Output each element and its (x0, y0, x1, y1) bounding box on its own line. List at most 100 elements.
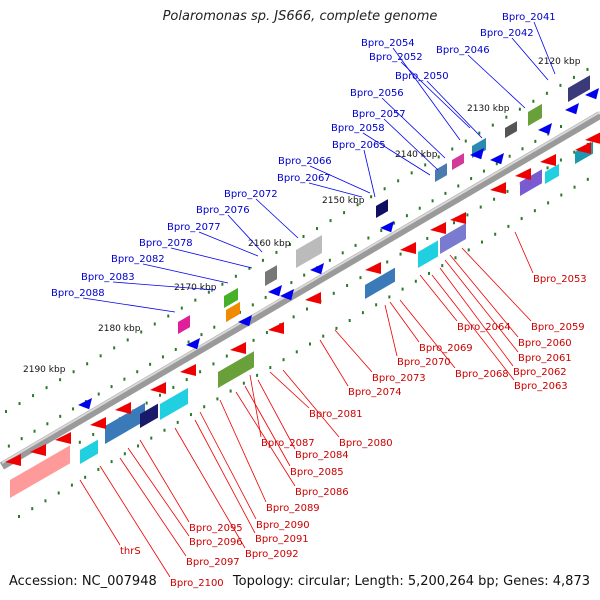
tick-mark (335, 326, 338, 330)
scale-label: 2130 kbp (467, 104, 510, 114)
tick-mark (559, 83, 562, 87)
reverse-gene-label: Bpro_2090 (256, 520, 310, 531)
reverse-gene-label: Bpro_2068 (455, 369, 509, 380)
reverse-leader-line (461, 247, 532, 322)
reverse-leader-line (119, 457, 187, 557)
forward-gene-arrow (470, 148, 484, 160)
forward-leader-line (227, 214, 263, 253)
tick-mark (174, 347, 177, 351)
tick-mark (167, 314, 170, 318)
scale-label: 2160 kbp (248, 239, 291, 249)
gene-block-reverse (10, 445, 70, 499)
tick-mark (99, 354, 102, 358)
tick-mark (332, 291, 335, 295)
tick-mark (59, 414, 62, 418)
tick-mark (494, 232, 497, 236)
tick-mark (431, 199, 434, 203)
reverse-gene-label: Bpro_2074 (348, 387, 402, 398)
forward-leader-line (511, 37, 549, 81)
forward-gene-arrow (268, 285, 282, 297)
tick-mark (586, 67, 589, 71)
tick-mark (424, 163, 427, 167)
reverse-gene-label: Bpro_2080 (339, 438, 393, 449)
reverse-gene-label: Bpro_2091 (255, 534, 309, 545)
tick-mark (451, 147, 454, 151)
forward-gene-label: Bpro_2078 (139, 238, 193, 249)
tick-mark (370, 195, 373, 199)
tick-mark (388, 295, 391, 299)
forward-gene-label: Bpro_2088 (51, 288, 105, 299)
tick-mark (573, 185, 576, 189)
tick-mark (534, 139, 537, 143)
tick-mark (586, 177, 589, 181)
tick-mark (207, 290, 210, 294)
tick-mark (251, 303, 254, 307)
reverse-gene-label: Bpro_2092 (245, 549, 299, 560)
reverse-leader-line (235, 391, 296, 487)
tick-mark (234, 274, 237, 278)
tick-mark (401, 287, 404, 291)
tick-mark (322, 334, 325, 338)
forward-gene-label: Bpro_2072 (224, 189, 278, 200)
forward-leader-line (392, 47, 461, 141)
reverse-gene-label: Bpro_2089 (266, 503, 320, 514)
tick-mark (180, 306, 183, 310)
reverse-leader-line (444, 259, 519, 353)
gene-block-reverse (218, 351, 254, 388)
reverse-gene-arrow (450, 212, 466, 224)
tick-mark (560, 193, 563, 197)
tick-mark (397, 179, 400, 183)
tick-mark (159, 393, 161, 397)
forward-gene-label: Bpro_2076 (196, 205, 250, 216)
tick-mark (495, 162, 498, 166)
gene-block-reverse (160, 387, 188, 421)
tick-mark (216, 397, 219, 401)
reverse-gene-label: Bpro_2059 (531, 322, 585, 333)
tick-mark (187, 340, 190, 344)
gene-block-reverse (545, 163, 559, 184)
reverse-leader-line (79, 479, 121, 546)
tick-mark (478, 131, 481, 135)
tick-mark (521, 147, 524, 151)
gene-block-forward (178, 315, 190, 334)
tick-mark (149, 362, 152, 366)
reverse-gene-arrow (150, 382, 166, 394)
reverse-gene-arrow (305, 292, 321, 304)
forward-gene-label: Bpro_2057 (352, 109, 406, 120)
tick-mark (123, 452, 126, 456)
tick-mark (137, 444, 140, 448)
tick-mark (518, 107, 521, 111)
tick-mark (213, 325, 216, 329)
reverse-gene-arrow (490, 182, 506, 194)
genome-title: Polaromonas sp. JS666, complete genome (162, 9, 438, 24)
reverse-leader-line (419, 274, 458, 322)
forward-gene-arrow (186, 338, 200, 350)
reverse-gene-arrow (575, 142, 591, 154)
forward-leader-line (381, 97, 446, 159)
reverse-gene-label: Bpro_2085 (290, 467, 344, 478)
gene-block-forward (452, 153, 464, 171)
forward-gene-arrow (565, 103, 579, 115)
gene-block-reverse (140, 403, 158, 428)
tick-mark (72, 407, 75, 411)
tick-mark (386, 260, 389, 264)
reverse-leader-line (389, 301, 420, 343)
forward-gene-arrow (380, 221, 394, 233)
tick-mark (45, 386, 48, 390)
forward-leader-line (142, 263, 229, 284)
tick-mark (560, 125, 562, 128)
accession-text: Accession: NC_007948 (9, 574, 157, 589)
tick-mark (33, 429, 36, 433)
forward-gene-label: Bpro_2065 (332, 140, 386, 151)
tick-mark (70, 483, 73, 487)
reverse-leader-line (334, 329, 373, 373)
scale-label: 2150 kbp (322, 196, 365, 206)
tick-mark (194, 298, 197, 302)
tick-mark (383, 187, 386, 191)
tick-mark (418, 206, 421, 210)
tick-mark (31, 507, 34, 511)
tick-mark (520, 217, 523, 221)
tick-mark (20, 437, 23, 441)
tick-mark (559, 158, 562, 162)
tick-mark (309, 342, 311, 346)
